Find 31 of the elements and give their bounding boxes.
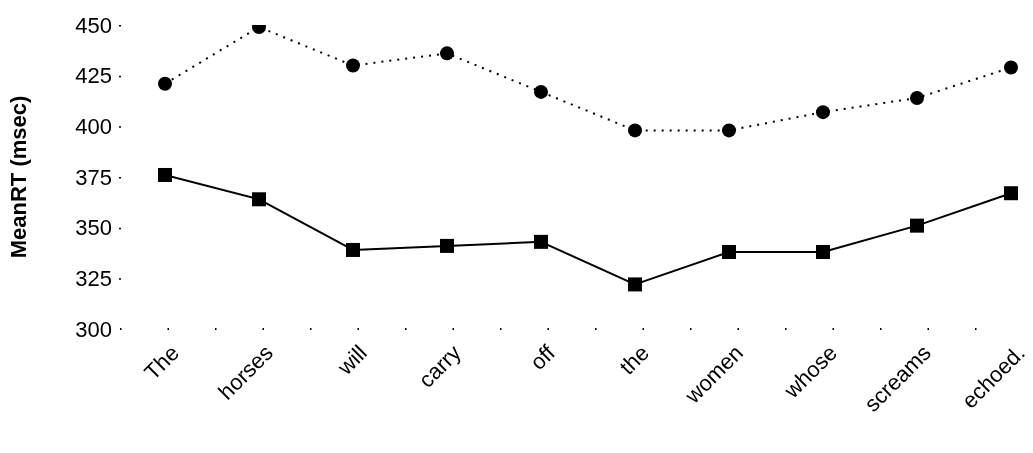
point	[816, 105, 830, 120]
point	[158, 76, 172, 91]
point	[628, 123, 642, 138]
y-tick-label: 400	[75, 114, 112, 140]
y-tick-label: 425	[75, 63, 112, 89]
point	[158, 167, 172, 182]
y-tick-label: 350	[75, 215, 112, 241]
point	[534, 234, 548, 249]
point	[440, 238, 454, 253]
x-tick-label: will	[331, 340, 372, 381]
x-tick-label: The	[139, 340, 184, 385]
point	[346, 242, 360, 257]
point	[722, 123, 736, 138]
point	[910, 218, 924, 233]
point	[910, 90, 924, 105]
point	[440, 46, 454, 61]
point	[722, 244, 736, 259]
y-tick-label: 450	[75, 12, 112, 38]
y-tick-label: 325	[75, 266, 112, 292]
y-tick-label: 375	[75, 164, 112, 190]
point	[1004, 186, 1018, 201]
point	[816, 244, 830, 259]
y-axis-title: MeanRT (msec)	[5, 95, 31, 259]
point	[252, 192, 266, 207]
point	[628, 277, 642, 292]
point	[534, 84, 548, 99]
point	[346, 58, 360, 73]
point	[1004, 60, 1018, 75]
x-tick-label: the	[614, 340, 654, 380]
y-tick-label: 300	[75, 316, 112, 342]
x-tick-label: off	[525, 339, 561, 375]
